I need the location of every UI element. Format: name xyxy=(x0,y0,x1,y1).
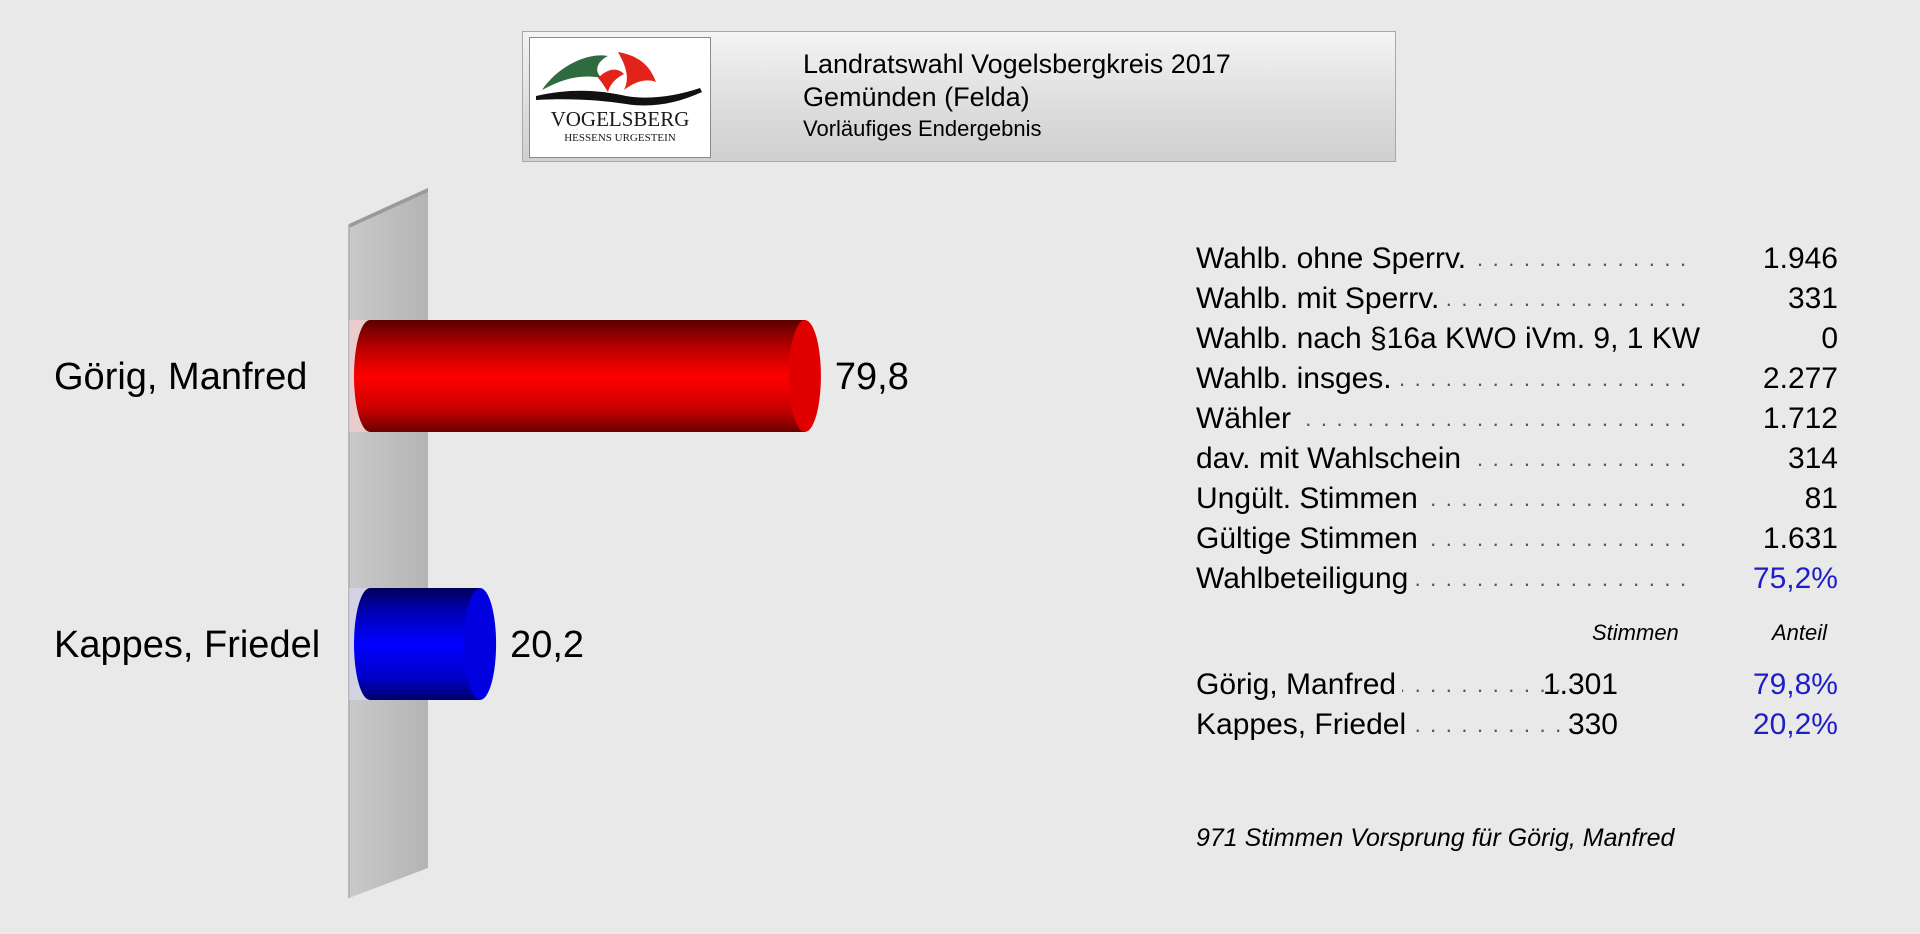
stat-label: Wahlb. mit Sperrv. xyxy=(1196,279,1446,319)
result-votes: 1.301 xyxy=(1542,668,1618,701)
stat-row: ........................................… xyxy=(1196,439,1840,479)
result-row: ........................................… xyxy=(1196,705,1840,745)
stat-label: Wahlbeteiligung xyxy=(1196,559,1415,599)
column-head-share: Anteil xyxy=(1772,620,1828,645)
stat-value: 2.277 xyxy=(1762,362,1838,395)
result-share: 20,2% xyxy=(1752,708,1838,741)
bar-left-cap xyxy=(354,588,386,700)
stat-value: 75,2% xyxy=(1752,562,1838,595)
result-row: ........................................… xyxy=(1196,665,1840,705)
category-label: Kappes, Friedel xyxy=(54,624,320,666)
stat-row: ........................................… xyxy=(1196,399,1840,439)
stat-value: 314 xyxy=(1787,442,1838,475)
lead-note: 971 Stimmen Vorsprung für Görig, Manfred xyxy=(1196,824,1675,852)
logo-tagline: HESSENS URGESTEIN xyxy=(564,132,676,144)
stat-value: 1.946 xyxy=(1762,242,1838,275)
stat-value: 331 xyxy=(1787,282,1838,315)
header-panel: VOGELSBERG HESSENS URGESTEIN Landratswah… xyxy=(522,31,1396,162)
bar-group xyxy=(349,320,821,432)
category-label: Görig, Manfred xyxy=(54,356,307,398)
stat-row: ........................................… xyxy=(1196,519,1840,559)
stat-label: Ungült. Stimmen xyxy=(1196,479,1424,519)
logo-name: VOGELSBERG xyxy=(551,107,690,131)
bar-end-cap xyxy=(464,588,497,700)
bar xyxy=(370,320,805,432)
header-location: Gemünden (Felda) xyxy=(803,82,1030,112)
stat-value: 0 xyxy=(1821,322,1838,355)
stat-row: ........................................… xyxy=(1196,239,1840,279)
stat-value: 1.712 xyxy=(1762,402,1838,435)
bar-left-cap xyxy=(354,320,386,432)
bar xyxy=(370,588,481,700)
results-bar-chart: 79,8 Görig, Manfred 20,2 Kappes, Friedel xyxy=(54,188,909,898)
bar-value-label: 20,2 xyxy=(510,624,584,666)
stat-label: Wahlb. insges. xyxy=(1196,359,1398,399)
stat-row: ........................................… xyxy=(1196,279,1840,319)
stat-row: ........................................… xyxy=(1196,359,1840,399)
result-votes: 330 xyxy=(1567,708,1618,741)
result-share: 79,8% xyxy=(1752,668,1838,701)
stat-label: Gültige Stimmen xyxy=(1196,519,1424,559)
bar-end-cap xyxy=(788,320,821,432)
stat-label: dav. mit Wahlschein xyxy=(1196,439,1468,479)
stat-row: ........................................… xyxy=(1196,479,1840,519)
vogelsberg-logo-graphic: VOGELSBERG HESSENS URGESTEIN xyxy=(536,52,702,144)
bar-value-label: 79,8 xyxy=(835,356,909,398)
stat-value: 81 xyxy=(1804,482,1838,515)
stat-label: Wahlb. ohne Sperrv. xyxy=(1196,239,1473,279)
stat-row: Wahlb. nach §16a KWO iVm. 9, 1 KW 0 xyxy=(1196,319,1840,359)
stat-value: 1.631 xyxy=(1762,522,1838,555)
result-candidate-name: Kappes, Friedel xyxy=(1196,705,1413,745)
stat-label: Wähler xyxy=(1196,399,1298,439)
stat-label: Wahlb. nach §16a KWO iVm. 9, 1 KW xyxy=(1196,319,1707,359)
result-candidate-name: Görig, Manfred xyxy=(1196,665,1403,705)
bar-group xyxy=(349,588,497,700)
column-head-votes: Stimmen xyxy=(1592,620,1679,645)
stat-row: ........................................… xyxy=(1196,559,1840,599)
vogelsberg-logo: VOGELSBERG HESSENS URGESTEIN xyxy=(529,37,711,158)
header-title: Landratswahl Vogelsbergkreis 2017 xyxy=(803,49,1231,79)
header-status: Vorläufiges Endergebnis xyxy=(803,116,1042,141)
